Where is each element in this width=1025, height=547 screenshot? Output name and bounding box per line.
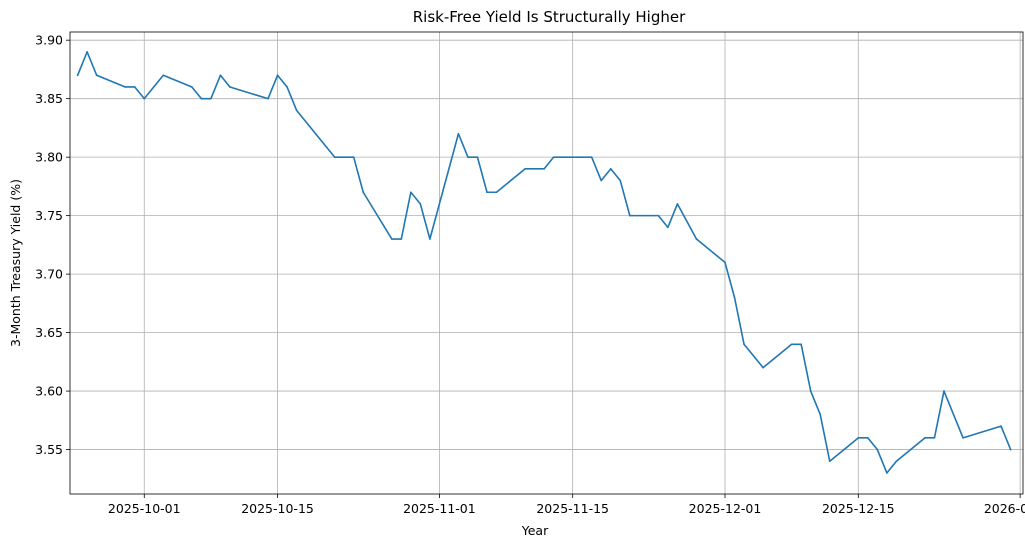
data-point	[410, 191, 412, 194]
x-tick-label: 2025-11-01	[403, 501, 476, 516]
y-axis-label: 3-Month Treasury Yield (%)	[8, 179, 23, 347]
data-point	[819, 413, 822, 416]
data-point	[229, 86, 231, 88]
data-point	[429, 238, 431, 240]
data-point	[657, 214, 660, 217]
data-point	[419, 203, 422, 205]
data-point	[543, 168, 545, 170]
data-point	[124, 86, 127, 88]
data-point	[362, 191, 365, 194]
data-point	[457, 132, 460, 135]
data-point	[800, 343, 802, 346]
x-tick-label: 2025-12-01	[689, 501, 762, 516]
data-point	[962, 437, 964, 439]
data-point	[943, 390, 945, 392]
x-tick-label: 2025-11-15	[536, 501, 609, 516]
data-point	[667, 226, 669, 229]
data-point	[724, 261, 726, 264]
data-point	[743, 343, 745, 346]
x-tick-label: 2025-12-15	[822, 501, 895, 516]
data-point	[552, 156, 555, 158]
data-point	[267, 97, 269, 100]
data-point	[86, 51, 88, 53]
data-point	[390, 238, 393, 240]
y-tick-label: 3.55	[35, 442, 63, 457]
data-point	[143, 97, 146, 100]
data-point	[276, 74, 279, 77]
y-tick-label: 3.75	[35, 208, 63, 223]
y-tick-label: 3.65	[35, 325, 63, 340]
data-point	[467, 156, 469, 158]
data-point	[695, 238, 698, 240]
data-point	[857, 437, 860, 439]
series-layer	[76, 51, 1012, 474]
data-point	[828, 460, 831, 463]
data-point	[191, 86, 193, 88]
data-point	[200, 97, 203, 100]
x-tick-label: 2026-01-01	[984, 501, 1025, 516]
data-point	[733, 296, 736, 299]
data-point	[590, 156, 593, 158]
data-point	[286, 86, 288, 88]
y-axis: 3.55 3.60 3.65 3.70 3.75 3.80 3.85 3.90	[35, 33, 70, 457]
data-point	[619, 179, 622, 182]
data-point	[219, 74, 222, 77]
y-tick-label: 3.85	[35, 91, 63, 106]
x-tick-label: 2025-10-15	[241, 501, 314, 516]
data-point	[762, 366, 764, 369]
data-point	[886, 472, 888, 474]
x-axis-label: Year	[521, 523, 549, 538]
data-point	[1009, 448, 1012, 451]
data-point	[486, 191, 488, 194]
data-point	[876, 448, 879, 451]
data-point	[1000, 425, 1002, 427]
data-point	[95, 74, 98, 77]
data-point	[352, 156, 355, 158]
data-point	[524, 168, 526, 170]
y-tick-label: 3.90	[35, 33, 63, 48]
data-point	[676, 203, 679, 205]
data-point	[210, 97, 212, 100]
series-line	[76, 51, 1012, 474]
data-point	[933, 437, 936, 439]
x-tick-label: 2025-10-01	[108, 501, 181, 516]
data-point	[162, 74, 165, 77]
data-point	[924, 437, 926, 439]
data-point	[133, 86, 136, 88]
chart-title: Risk-Free Yield Is Structurally Higher	[413, 8, 686, 26]
data-point	[895, 460, 898, 463]
x-axis: 2025-10-01 2025-10-15 2025-11-01 2025-11-15…	[108, 494, 1025, 516]
data-point	[495, 191, 498, 194]
data-point	[333, 156, 336, 158]
data-point	[609, 168, 612, 170]
data-point	[867, 437, 869, 439]
data-point	[76, 74, 79, 77]
data-point	[295, 109, 298, 112]
data-point	[600, 179, 603, 182]
data-point	[790, 343, 793, 346]
y-tick-label: 3.70	[35, 267, 63, 282]
data-point	[476, 156, 479, 158]
y-tick-label: 3.60	[35, 384, 63, 399]
data-point	[400, 238, 403, 240]
data-point	[629, 214, 631, 217]
data-point	[809, 390, 812, 392]
y-tick-label: 3.80	[35, 150, 63, 165]
grid	[70, 32, 1023, 494]
plot-frame	[69, 31, 1024, 495]
